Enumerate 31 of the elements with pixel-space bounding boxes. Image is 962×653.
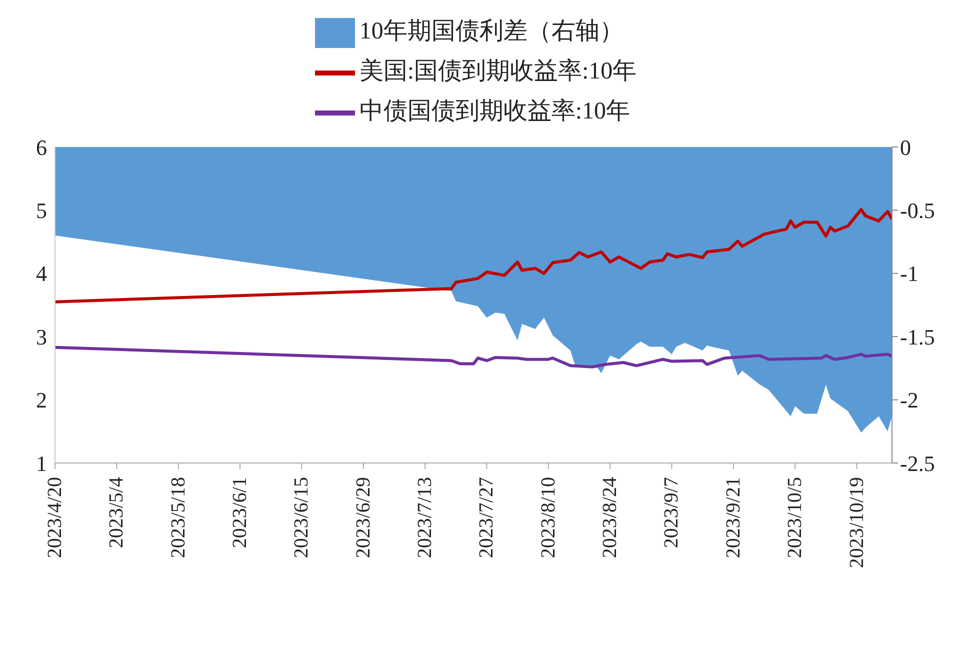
- x-tick-label: 2023/5/4: [106, 477, 128, 548]
- x-tick-label: 2023/9/7: [660, 477, 683, 548]
- x-tick-label: 2023/10/19: [846, 477, 868, 568]
- y2-tick-label: -1: [900, 261, 918, 286]
- x-tick-label: 2023/6/29: [352, 477, 374, 558]
- y-tick-label: 3: [36, 324, 47, 350]
- legend-label: 中债国债到期收益率:10年: [359, 98, 630, 125]
- y2-tick-label: -1.5: [900, 324, 935, 350]
- x-tick-label: 2023/9/21: [722, 477, 744, 558]
- y2-tick-label: 0: [900, 134, 911, 160]
- legend-label: 10年期国债利差（右轴）: [359, 18, 624, 45]
- x-tick-label: 2023/5/18: [167, 477, 190, 558]
- line-series: [55, 208, 892, 304]
- x-tick-label: 2023/7/13: [414, 477, 436, 558]
- y-tick-label: 1: [36, 450, 47, 476]
- y2-tick-label: -0.5: [900, 198, 935, 224]
- y2-tick-label: -2.5: [900, 450, 935, 476]
- legend-label: 美国:国债到期收益率:10年: [359, 58, 637, 85]
- y-tick-label: 2: [36, 388, 47, 413]
- line-series: [55, 346, 892, 368]
- x-tick-label: 2023/8/10: [537, 477, 560, 558]
- x-tick-label: 2023/6/15: [290, 477, 313, 558]
- y-tick-label: 4: [36, 261, 47, 286]
- y-tick-label: 6: [36, 134, 47, 160]
- x-tick-label: 2023/4/20: [44, 477, 66, 558]
- y-tick-label: 5: [36, 198, 47, 224]
- x-tick-label: 2023/6/1: [229, 477, 252, 548]
- x-tick-label: 2023/10/5: [784, 477, 806, 558]
- x-tick-label: 2023/7/27: [476, 477, 498, 558]
- y2-tick-label: -2: [900, 388, 918, 413]
- x-tick-label: 2023/8/24: [599, 477, 622, 558]
